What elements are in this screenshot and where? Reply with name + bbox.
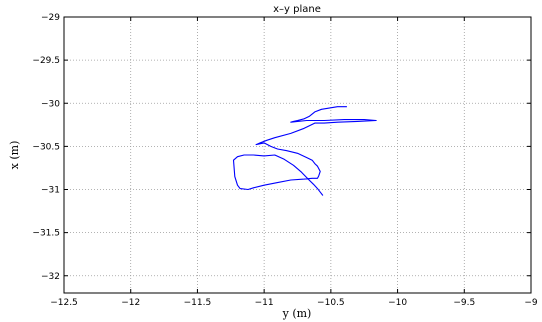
x-tick-label: −12.5 <box>50 298 78 308</box>
x-tick-label: −12 <box>121 298 140 308</box>
y-axis-label: x (m) <box>8 141 21 170</box>
y-tick-label: −29.5 <box>32 56 60 66</box>
y-tick-label: −30.5 <box>32 142 60 152</box>
y-tick-label: −31 <box>41 186 60 196</box>
x-tick-label: −10.5 <box>317 298 345 308</box>
x-axis-label: y (m) <box>282 307 312 320</box>
y-tick-label: −31.5 <box>32 229 60 239</box>
x-tick-label: −9 <box>524 298 538 308</box>
plot-background <box>64 17 531 293</box>
chart-title: x–y plane <box>273 4 321 15</box>
y-tick-label: −32 <box>41 272 60 282</box>
y-tick-label: −30 <box>41 99 60 109</box>
x-tick-label: −9.5 <box>453 298 475 308</box>
x-tick-label: −11 <box>255 298 274 308</box>
x-tick-label: −10 <box>388 298 407 308</box>
x-tick-label: −11.5 <box>184 298 212 308</box>
y-tick-label: −29 <box>41 13 60 23</box>
